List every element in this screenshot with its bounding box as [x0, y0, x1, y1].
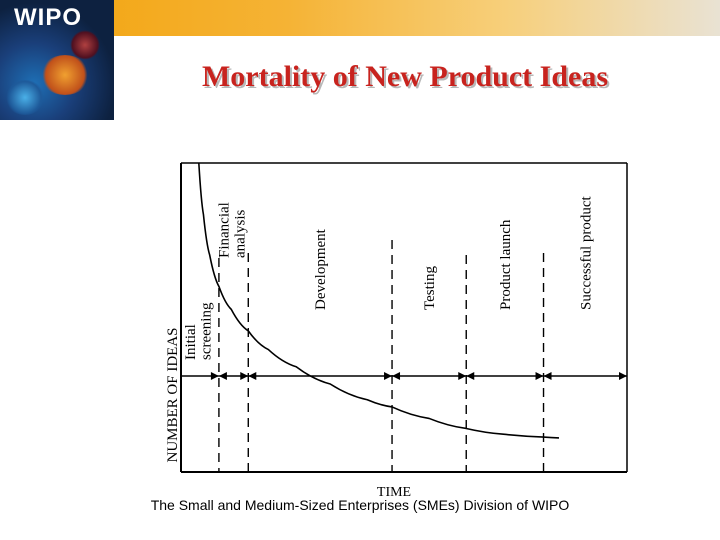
- stage-arrowhead: [240, 372, 249, 380]
- stage-label: Successful product: [578, 195, 594, 310]
- stage-label-line: Successful product: [578, 195, 594, 310]
- stage-label-line: Product launch: [498, 219, 514, 310]
- stage-label: Financialanalysis: [217, 202, 249, 258]
- slide-title: Mortality of New Product Ideas: [201, 60, 609, 93]
- footer-text: The Small and Medium-Sized Enterprises (…: [150, 497, 570, 513]
- stage-arrowhead: [384, 372, 393, 380]
- stage-arrowhead: [210, 372, 219, 380]
- stage-label-line: Testing: [422, 266, 438, 310]
- ideas-curve: [198, 162, 560, 439]
- stage-label-line: screening: [199, 302, 215, 360]
- stage-labels: Initialscreening Financialanalysis Develop…: [183, 195, 594, 360]
- stage-arrows: [181, 372, 627, 380]
- logo-decoration: [70, 30, 100, 60]
- stage-arrowhead: [535, 372, 544, 380]
- logo-decoration: [40, 55, 90, 95]
- stage-label-line: Initial: [183, 324, 199, 360]
- header-band: [0, 0, 720, 36]
- logo-decoration: [5, 80, 45, 115]
- stage-label: Initialscreening: [183, 302, 215, 360]
- stage-arrowhead: [458, 372, 467, 380]
- stage-label-line: Development: [313, 228, 329, 310]
- stage-label: Development: [313, 228, 329, 310]
- chart-frame: [180, 162, 628, 473]
- wipo-logo: WIPO: [0, 0, 114, 120]
- y-axis-label: NUMBER OF IDEAS: [165, 327, 181, 462]
- stage-label: Testing: [422, 266, 438, 310]
- stage-label: Product launch: [498, 219, 514, 310]
- x-axis-label: TIME: [377, 485, 411, 500]
- stage-label-line: analysis: [232, 210, 248, 258]
- stage-arrowhead: [619, 372, 627, 380]
- stage-label-line: Financial: [217, 202, 233, 258]
- logo-text: WIPO: [14, 4, 82, 31]
- stage-boundaries: [218, 240, 545, 472]
